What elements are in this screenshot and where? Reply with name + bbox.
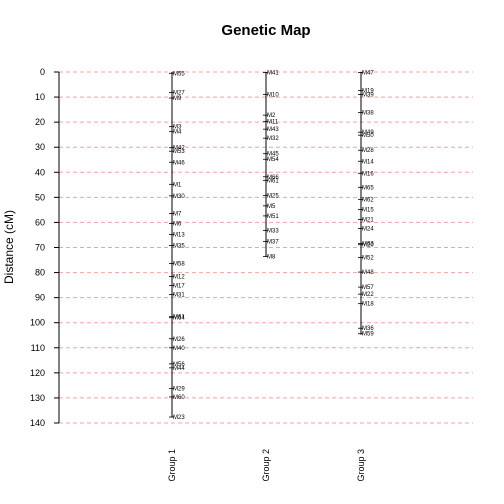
marker-label: M14 <box>362 159 374 165</box>
marker-label: M22 <box>362 292 374 298</box>
marker-label: M45 <box>267 152 279 158</box>
marker-label: M58 <box>173 262 185 268</box>
y-axis-label: Distance (cM) <box>2 210 16 284</box>
marker-label: M60 <box>173 395 185 401</box>
marker-label: M33 <box>267 228 279 234</box>
y-tick-label: 90 <box>35 293 45 303</box>
marker-label: M5 <box>267 204 276 210</box>
y-tick-label: 80 <box>35 268 45 278</box>
y-axis: 0 10 20 30 40 50 60 70 80 90 100 110 120 130 140 <box>30 67 60 428</box>
marker-label: M18 <box>362 302 374 308</box>
marker-label: M16 <box>362 171 374 177</box>
marker-label: M3 <box>173 125 182 131</box>
marker-label: M64 <box>173 316 185 322</box>
marker-label: M51 <box>267 214 279 220</box>
marker-label: M28 <box>362 148 374 154</box>
marker-label: M32 <box>267 136 279 142</box>
marker-label: M63 <box>362 241 374 247</box>
marker-label: M66 <box>267 175 279 181</box>
y-tick-label: 100 <box>30 318 45 328</box>
group-label: Group 3 <box>356 449 366 482</box>
marker-label: M44 <box>173 366 185 372</box>
marker-label: M31 <box>173 293 185 299</box>
marker-label: M38 <box>362 111 374 117</box>
marker-label: M25 <box>267 193 279 199</box>
marker-label: M13 <box>173 232 185 238</box>
marker-label: M1 <box>173 182 182 188</box>
marker-label: M20 <box>362 243 374 249</box>
marker-label: M30 <box>173 194 185 200</box>
marker-label: M19 <box>362 89 374 95</box>
marker-label: M53 <box>173 149 185 155</box>
marker-label: M59 <box>362 332 374 338</box>
marker-label: M65 <box>362 185 374 191</box>
marker-label: M62 <box>362 197 374 203</box>
marker-label: M17 <box>173 284 185 290</box>
marker-label: M29 <box>173 386 185 392</box>
marker-label: M9 <box>173 96 182 102</box>
marker-label: M39 <box>362 93 374 99</box>
marker-label: M11 <box>267 120 279 126</box>
marker-label: M52 <box>362 256 374 262</box>
marker-label: M48 <box>362 270 374 276</box>
marker-label: M36 <box>362 326 374 332</box>
y-tick-label: 60 <box>35 217 45 227</box>
group-label: Group 1 <box>167 449 177 482</box>
marker-label: M4 <box>173 130 182 136</box>
marker-label: M35 <box>173 243 185 249</box>
y-tick-label: 110 <box>31 343 45 353</box>
marker-label: M40 <box>173 346 185 352</box>
marker-label: M26 <box>173 337 185 343</box>
y-tick-label: 130 <box>30 393 45 403</box>
y-tick-label: 0 <box>40 67 45 77</box>
marker-label: M54 <box>267 157 279 163</box>
marker-label: M41 <box>267 71 279 77</box>
y-tick-label: 40 <box>35 167 45 177</box>
y-tick-label: 140 <box>30 418 45 428</box>
y-tick-label: 70 <box>35 243 45 253</box>
marker-label: M24 <box>362 226 374 232</box>
y-tick-label: 20 <box>35 117 45 127</box>
marker-label: M15 <box>362 207 374 213</box>
marker-label: M56 <box>173 362 185 368</box>
marker-label: M47 <box>362 71 374 77</box>
marker-label: M8 <box>267 255 276 261</box>
marker-label: M61 <box>173 315 185 321</box>
y-tick-label: 30 <box>35 142 45 152</box>
marker-label: M2 <box>267 113 276 119</box>
chart-title: Genetic Map <box>221 22 310 39</box>
marker-label: M50 <box>362 133 374 139</box>
marker-label: M46 <box>173 160 185 166</box>
marker-label: M23 <box>173 415 185 421</box>
marker-label: M43 <box>267 127 279 133</box>
group-label: Group 2 <box>261 449 271 482</box>
y-tick-label: 50 <box>35 192 45 202</box>
y-tick-label: 120 <box>30 368 45 378</box>
marker-label: M37 <box>267 239 279 245</box>
marker-label: M49 <box>362 130 374 136</box>
marker-label: M10 <box>267 93 279 99</box>
marker-label: M12 <box>173 275 185 281</box>
marker-label: M42 <box>173 146 185 152</box>
marker-label: M55 <box>173 71 185 77</box>
marker-label: M57 <box>362 285 374 291</box>
marker-label: M21 <box>362 217 374 223</box>
marker-label: M27 <box>173 91 185 97</box>
y-tick-label: 10 <box>35 92 45 102</box>
marker-label: M61 <box>267 178 279 184</box>
marker-label: M6 <box>173 221 182 227</box>
marker-label: M7 <box>173 211 182 217</box>
